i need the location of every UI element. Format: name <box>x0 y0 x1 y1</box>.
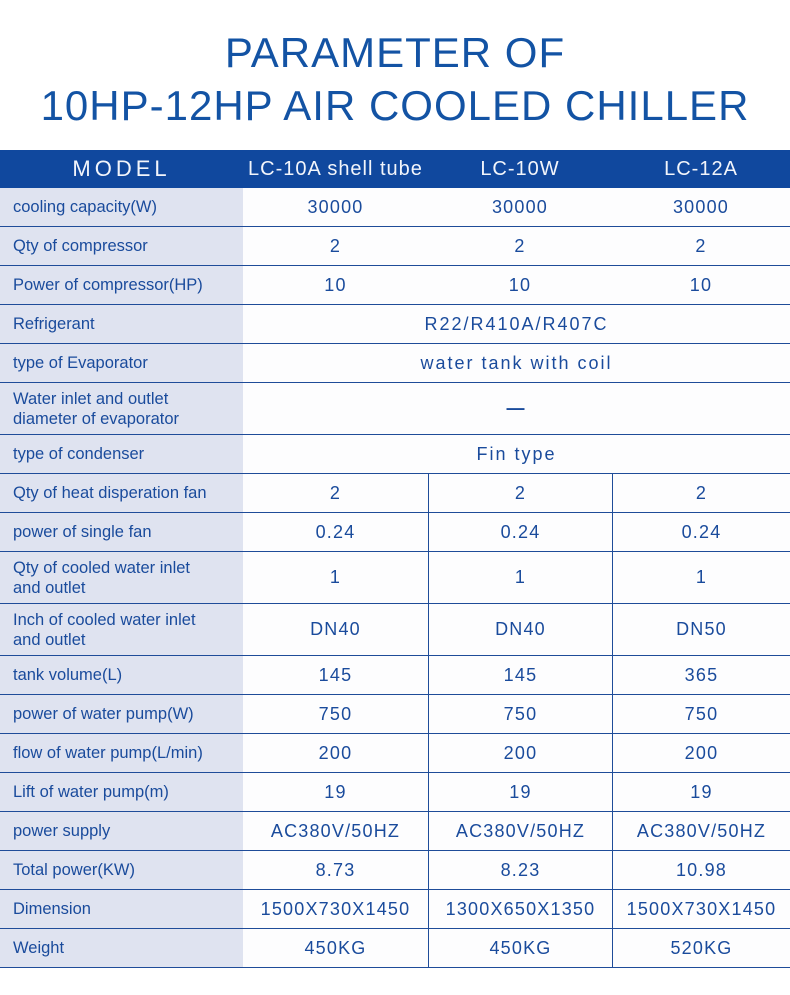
row-value: 2 <box>514 235 526 256</box>
table-row: Lift of water pump(m) 19 19 19 <box>0 773 790 812</box>
table-header-column-lc10a: LC-10A shell tube <box>248 157 423 180</box>
row-value: 19 <box>428 773 612 811</box>
page-title-line2: 10HP-12HP AIR COOLED CHILLER <box>40 82 750 129</box>
row-value: 10 <box>324 274 347 295</box>
row-label: Water inlet and outlet diameter of evapo… <box>0 383 243 434</box>
table-row: power supply AC380V/50HZ AC380V/50HZ AC380V… <box>0 812 790 851</box>
row-value: 1500X730X1450 <box>260 898 411 919</box>
row-label: type of condenser <box>0 435 243 473</box>
table-row: cooling capacity(W) 30000 30000 30000 <box>0 188 790 227</box>
row-value: 30000 <box>491 196 549 217</box>
table-row: type of condenser Fin type <box>0 435 790 474</box>
row-label: Weight <box>0 929 243 967</box>
table-row: Power of compressor(HP) 10 10 10 <box>0 266 790 305</box>
row-label: type of Evaporator <box>0 344 243 382</box>
row-value: 200 <box>428 734 612 772</box>
page-title-line1: PARAMETER OF <box>224 29 566 76</box>
row-value: DN40 <box>310 619 361 639</box>
row-label: power of water pump(W) <box>0 695 243 733</box>
row-value: 1 <box>428 552 612 603</box>
row-label: Inch of cooled water inlet and outlet <box>0 604 243 655</box>
table-row: Inch of cooled water inlet and outlet DN4… <box>0 604 790 656</box>
table-row: Water inlet and outlet diameter of evapo… <box>0 383 790 435</box>
row-value: AC380V/50HZ <box>612 812 790 850</box>
row-value: 0.24 <box>428 513 612 551</box>
row-label: tank volume(L) <box>0 656 243 694</box>
table-row: flow of water pump(L/min) 200 200 200 <box>0 734 790 773</box>
row-value: DN40 <box>428 604 612 655</box>
row-label: Dimension <box>0 890 243 928</box>
row-value: 145 <box>318 664 353 685</box>
row-label: Power of compressor(HP) <box>0 266 243 304</box>
row-value: 8.23 <box>428 851 612 889</box>
row-value: 750 <box>318 703 353 724</box>
row-value: 30000 <box>672 196 730 217</box>
row-value: 2 <box>695 235 707 256</box>
row-value: 1 <box>329 567 342 587</box>
row-label: flow of water pump(L/min) <box>0 734 243 772</box>
row-label: cooling capacity(W) <box>0 188 243 226</box>
row-value-merged: — <box>506 398 527 418</box>
row-value: 2 <box>329 482 342 503</box>
table-row: power of water pump(W) 750 750 750 <box>0 695 790 734</box>
table-row: Total power(KW) 8.73 8.23 10.98 <box>0 851 790 890</box>
table-row: Qty of heat disperation fan 2 2 2 <box>0 474 790 513</box>
row-value: 750 <box>612 695 790 733</box>
row-value-merged: water tank with coil <box>420 352 613 373</box>
row-value: 145 <box>428 656 612 694</box>
row-value: 520KG <box>612 929 790 967</box>
row-value: 365 <box>612 656 790 694</box>
row-value: 750 <box>428 695 612 733</box>
row-value: 1500X730X1450 <box>612 890 790 928</box>
row-value: 0.24 <box>612 513 790 551</box>
row-value: 2 <box>612 474 790 512</box>
table-header-model: MODEL <box>72 156 171 181</box>
page-title: PARAMETER OF 10HP-12HP AIR COOLED CHILLE… <box>0 0 790 150</box>
table-row: Weight 450KG 450KG 520KG <box>0 929 790 968</box>
table-row: power of single fan 0.24 0.24 0.24 <box>0 513 790 552</box>
table-header-column-lc12a: LC-12A <box>664 157 738 180</box>
table-header-column-lc10w: LC-10W <box>480 157 560 180</box>
row-value-merged: R22/R410A/R407C <box>424 313 609 334</box>
row-value: 450KG <box>428 929 612 967</box>
table-header-row: MODEL LC-10A shell tube LC-10W LC-12A <box>0 150 790 188</box>
row-value: 0.24 <box>315 521 356 542</box>
row-label: Lift of water pump(m) <box>0 773 243 811</box>
row-value: 19 <box>612 773 790 811</box>
row-value: 1 <box>612 552 790 603</box>
table-row: type of Evaporator water tank with coil <box>0 344 790 383</box>
row-value: 200 <box>318 742 353 763</box>
row-value: DN50 <box>612 604 790 655</box>
row-value: 200 <box>612 734 790 772</box>
row-value: 19 <box>324 781 347 802</box>
row-value: 30000 <box>307 196 364 217</box>
parameter-table: MODEL LC-10A shell tube LC-10W LC-12A co… <box>0 150 790 968</box>
row-value: 10 <box>508 274 532 295</box>
table-row: tank volume(L) 145 145 365 <box>0 656 790 695</box>
row-value: 450KG <box>304 937 367 958</box>
row-label: Total power(KW) <box>0 851 243 889</box>
row-label: Refrigerant <box>0 305 243 343</box>
row-label: Qty of cooled water inlet and outlet <box>0 552 243 603</box>
row-label: power of single fan <box>0 513 243 551</box>
row-value: 2 <box>428 474 612 512</box>
table-row: Qty of cooled water inlet and outlet 1 1 1 <box>0 552 790 604</box>
row-label: Qty of compressor <box>0 227 243 265</box>
row-value-merged: Fin type <box>476 443 557 464</box>
row-value: AC380V/50HZ <box>270 820 401 841</box>
table-row: Refrigerant R22/R410A/R407C <box>0 305 790 344</box>
row-value: 8.73 <box>315 859 356 880</box>
row-value: 10.98 <box>612 851 790 889</box>
table-row: Dimension 1500X730X1450 1300X650X1350 1500X… <box>0 890 790 929</box>
table-row: Qty of compressor 2 2 2 <box>0 227 790 266</box>
table-body: cooling capacity(W) 30000 30000 30000 Qty of… <box>0 188 790 968</box>
row-value: 1300X650X1350 <box>428 890 612 928</box>
row-value: AC380V/50HZ <box>428 812 612 850</box>
row-value: 2 <box>329 235 342 256</box>
row-value: 10 <box>689 274 713 295</box>
row-label: power supply <box>0 812 243 850</box>
row-label: Qty of heat disperation fan <box>0 474 243 512</box>
